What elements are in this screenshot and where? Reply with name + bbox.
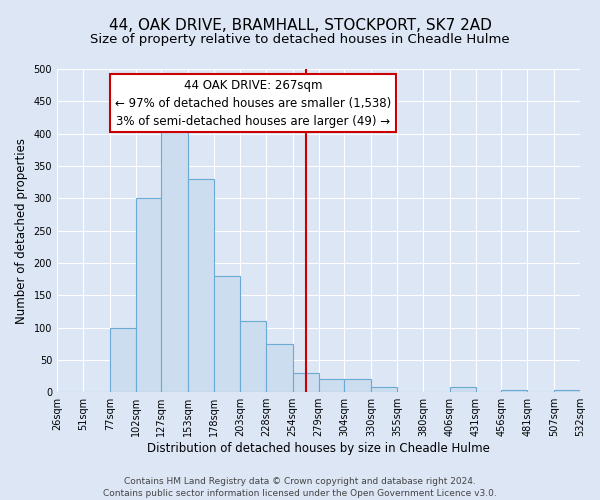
Bar <box>344 380 371 392</box>
Bar <box>161 127 188 392</box>
Bar <box>214 276 240 392</box>
Text: 44 OAK DRIVE: 267sqm
← 97% of detached houses are smaller (1,538)
3% of semi-det: 44 OAK DRIVE: 267sqm ← 97% of detached h… <box>115 78 391 128</box>
Y-axis label: Number of detached properties: Number of detached properties <box>15 138 28 324</box>
Bar <box>188 179 214 392</box>
Bar <box>371 387 397 392</box>
Bar <box>110 328 136 392</box>
Text: 44, OAK DRIVE, BRAMHALL, STOCKPORT, SK7 2AD: 44, OAK DRIVE, BRAMHALL, STOCKPORT, SK7 … <box>109 18 491 32</box>
X-axis label: Distribution of detached houses by size in Cheadle Hulme: Distribution of detached houses by size … <box>147 442 490 455</box>
Bar <box>240 321 266 392</box>
Text: Size of property relative to detached houses in Cheadle Hulme: Size of property relative to detached ho… <box>90 32 510 46</box>
Bar <box>136 198 161 392</box>
Bar <box>554 390 580 392</box>
Bar <box>502 390 527 392</box>
Bar <box>266 344 293 392</box>
Text: Contains HM Land Registry data © Crown copyright and database right 2024.
Contai: Contains HM Land Registry data © Crown c… <box>103 476 497 498</box>
Bar <box>293 373 319 392</box>
Bar <box>450 387 476 392</box>
Bar <box>319 380 344 392</box>
